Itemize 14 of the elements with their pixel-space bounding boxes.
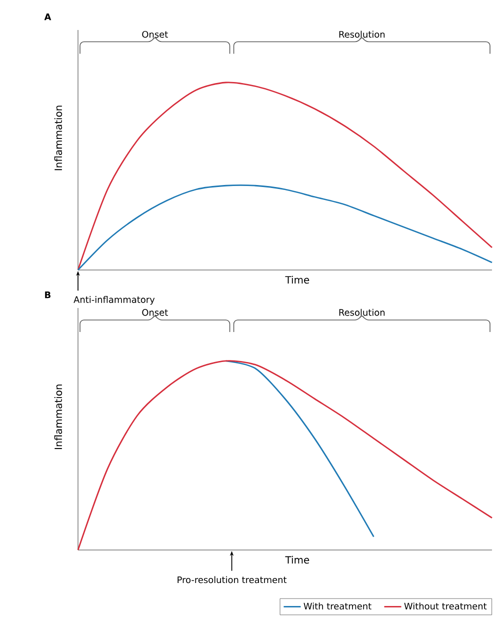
chart-title: B xyxy=(45,292,51,298)
legend-label: With treatment xyxy=(304,602,372,610)
text: Anti-inflammatory xyxy=(74,296,155,305)
x-axis-title: Time xyxy=(285,556,310,564)
y-axis-title: Inflammation xyxy=(54,106,62,170)
chart-title: A xyxy=(44,14,52,20)
text: Resolution xyxy=(339,30,385,38)
y-axis-title: Inflammation xyxy=(54,384,62,450)
x-axis-title: Time xyxy=(285,276,310,284)
text: Resolution xyxy=(339,308,385,316)
text: Onset xyxy=(142,30,168,38)
text: Pro-resolution treatment xyxy=(178,576,287,584)
legend-label: Without treatment xyxy=(404,602,487,610)
text: Onset xyxy=(142,309,168,316)
